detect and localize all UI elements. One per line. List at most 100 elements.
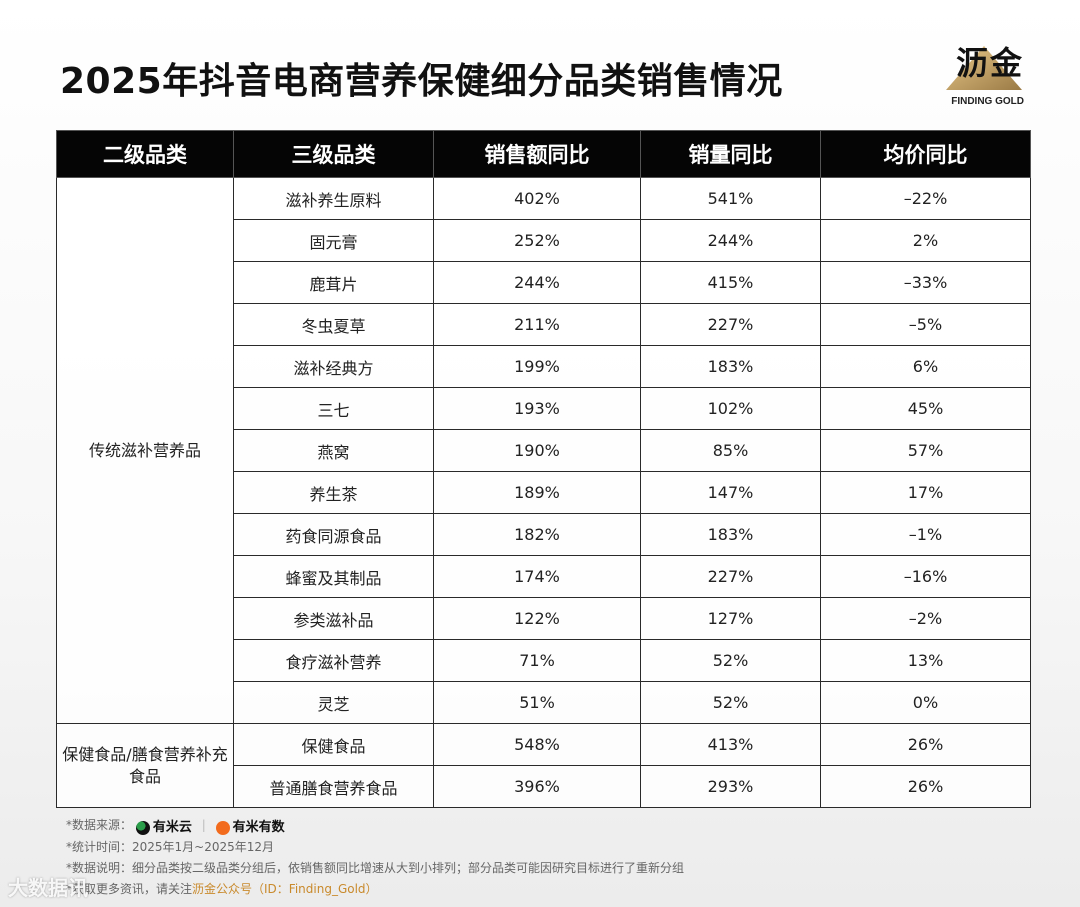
subcategory-cell: 保健食品 xyxy=(233,723,434,766)
volume-yoy-cell: 541% xyxy=(640,177,821,220)
source-line: *数据来源： 有米云 | 有米有数 xyxy=(66,816,285,835)
volume-yoy-cell: 415% xyxy=(640,261,821,304)
table-row: 鹿茸片 244% 415% –33% xyxy=(57,261,1031,304)
source-1: 有米云 xyxy=(152,820,192,835)
avg-price-yoy-cell: 17% xyxy=(820,471,1031,514)
sales-yoy-cell: 51% xyxy=(433,681,641,724)
period-note: *统计时间：2025年1月~2025年12月 xyxy=(66,840,275,854)
group-category-cell: 传统滋补营养品 xyxy=(56,177,234,724)
table-body: 传统滋补营养品 滋补养生原料 402% 541% –22% 固元膏 252% 244% 2% 鹿茸… xyxy=(56,177,1031,808)
avg-price-yoy-cell: –2% xyxy=(820,597,1031,640)
sales-yoy-cell: 211% xyxy=(433,303,641,346)
sales-yoy-cell: 190% xyxy=(433,429,641,472)
volume-yoy-cell: 52% xyxy=(640,639,821,682)
sales-yoy-cell: 199% xyxy=(433,345,641,388)
avg-price-yoy-cell: 26% xyxy=(820,723,1031,766)
brand-logo: 沥金 FINDING GOLD xyxy=(944,38,1024,110)
table-row: 三七 193% 102% 45% xyxy=(57,387,1031,430)
follow-line: *获取更多资讯，请关注沥金公众号（ID：Finding_Gold） xyxy=(66,880,378,897)
brand-tagline: FINDING GOLD xyxy=(951,96,1024,107)
sales-table: 二级品类 三级品类 销售额同比 销量同比 均价同比 传统滋补营养品 滋补养生原料 4… xyxy=(56,130,1031,808)
volume-yoy-cell: 413% xyxy=(640,723,821,766)
youmiyun-logo: 有米云 xyxy=(135,816,192,835)
table-row: 蜂蜜及其制品 174% 227% –16% xyxy=(57,555,1031,598)
avg-price-yoy-cell: 57% xyxy=(820,429,1031,472)
avg-price-yoy-cell: –1% xyxy=(820,513,1031,556)
column-header: 二级品类 xyxy=(56,130,234,178)
avg-price-yoy-cell: 45% xyxy=(820,387,1031,430)
column-header: 三级品类 xyxy=(233,130,434,178)
sales-yoy-cell: 244% xyxy=(433,261,641,304)
table-row: 传统滋补营养品 滋补养生原料 402% 541% –22% xyxy=(56,177,1031,724)
avg-price-yoy-cell: 13% xyxy=(820,639,1031,682)
sales-yoy-cell: 396% xyxy=(433,765,641,808)
subcategory-cell: 养生茶 xyxy=(233,471,434,514)
sales-yoy-cell: 548% xyxy=(433,723,641,766)
table-header-row: 二级品类 三级品类 销售额同比 销量同比 均价同比 xyxy=(56,130,1031,178)
group-category-cell: 保健食品/膳食营养补充食品 xyxy=(56,723,234,808)
follow-account-link[interactable]: 沥金公众号（ID：Finding_Gold） xyxy=(192,882,378,896)
subcategory-cell: 三七 xyxy=(233,387,434,430)
table-row: 保健食品/膳食营养补充食品 保健食品 548% 413% 26% xyxy=(56,723,1031,808)
volume-yoy-cell: 102% xyxy=(640,387,821,430)
table-row: 燕窝 190% 85% 57% xyxy=(57,429,1031,472)
volume-yoy-cell: 52% xyxy=(640,681,821,724)
sales-yoy-cell: 193% xyxy=(433,387,641,430)
sales-yoy-cell: 189% xyxy=(433,471,641,514)
volume-yoy-cell: 293% xyxy=(640,765,821,808)
subcategory-cell: 参类滋补品 xyxy=(233,597,434,640)
volume-yoy-cell: 227% xyxy=(640,303,821,346)
subcategory-cell: 鹿茸片 xyxy=(233,261,434,304)
table-row: 参类滋补品 122% 127% –2% xyxy=(57,597,1031,640)
sales-yoy-cell: 402% xyxy=(433,177,641,220)
table-row: 灵芝 51% 52% 0% xyxy=(57,681,1031,724)
column-header: 均价同比 xyxy=(820,130,1031,178)
subcategory-cell: 滋补经典方 xyxy=(233,345,434,388)
subcategory-cell: 药食同源食品 xyxy=(233,513,434,556)
youmiyoushu-logo: 有米有数 xyxy=(215,816,285,835)
subcategory-cell: 普通膳食营养食品 xyxy=(233,765,434,808)
avg-price-yoy-cell: 0% xyxy=(820,681,1031,724)
avg-price-yoy-cell: –22% xyxy=(820,177,1031,220)
youmiyun-icon xyxy=(135,820,150,835)
table-row: 滋补经典方 199% 183% 6% xyxy=(57,345,1031,388)
brand-name: 沥金 xyxy=(955,44,1024,82)
avg-price-yoy-cell: –5% xyxy=(820,303,1031,346)
column-header: 销售额同比 xyxy=(433,130,641,178)
source-separator: | xyxy=(201,818,206,832)
subcategory-cell: 灵芝 xyxy=(233,681,434,724)
volume-yoy-cell: 183% xyxy=(640,345,821,388)
subcategory-cell: 滋补养生原料 xyxy=(233,177,434,220)
subcategory-cell: 蜂蜜及其制品 xyxy=(233,555,434,598)
follow-prefix: *获取更多资讯，请关注 xyxy=(66,882,193,896)
subcategory-cell: 固元膏 xyxy=(233,219,434,262)
avg-price-yoy-cell: –16% xyxy=(820,555,1031,598)
avg-price-yoy-cell: 6% xyxy=(820,345,1031,388)
sales-yoy-cell: 71% xyxy=(433,639,641,682)
volume-yoy-cell: 227% xyxy=(640,555,821,598)
sales-yoy-cell: 174% xyxy=(433,555,641,598)
youmiyoushu-icon xyxy=(215,820,230,835)
column-header: 销量同比 xyxy=(640,130,821,178)
volume-yoy-cell: 127% xyxy=(640,597,821,640)
sales-yoy-cell: 122% xyxy=(433,597,641,640)
volume-yoy-cell: 244% xyxy=(640,219,821,262)
sales-yoy-cell: 252% xyxy=(433,219,641,262)
table-row: 普通膳食营养食品 396% 293% 26% xyxy=(57,765,1031,808)
avg-price-yoy-cell: –33% xyxy=(820,261,1031,304)
mountain-logo-icon xyxy=(946,46,1022,90)
source-2: 有米有数 xyxy=(232,820,285,835)
page-title: 2025年抖音电商营养保健细分品类销售情况 xyxy=(60,61,783,102)
avg-price-yoy-cell: 2% xyxy=(820,219,1031,262)
watermark: 大数据讯 xyxy=(8,876,88,900)
volume-yoy-cell: 183% xyxy=(640,513,821,556)
avg-price-yoy-cell: 26% xyxy=(820,765,1031,808)
table-row: 食疗滋补营养 71% 52% 13% xyxy=(57,639,1031,682)
sales-yoy-cell: 182% xyxy=(433,513,641,556)
subcategory-cell: 燕窝 xyxy=(233,429,434,472)
volume-yoy-cell: 147% xyxy=(640,471,821,514)
subcategory-cell: 冬虫夏草 xyxy=(233,303,434,346)
source-label: *数据来源： xyxy=(66,818,133,832)
data-note: *数据说明：细分品类按二级品类分组后，依销售额同比增速从大到小排列；部分品类可能… xyxy=(66,861,685,875)
volume-yoy-cell: 85% xyxy=(640,429,821,472)
